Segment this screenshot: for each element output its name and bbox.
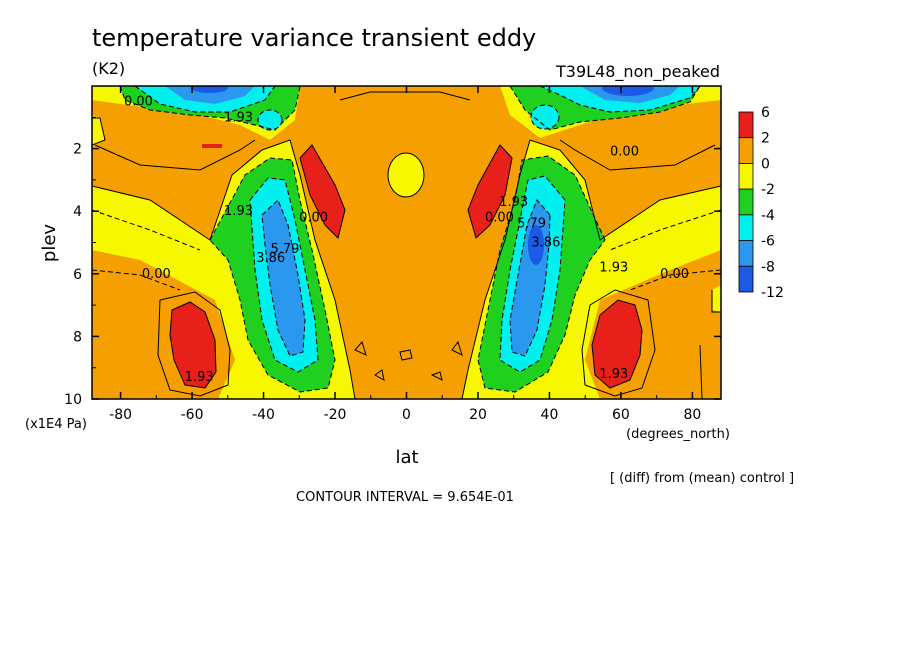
x-tick-label: 0 [402, 407, 411, 423]
x-axis-units: (degrees_north) [626, 427, 730, 442]
colorbar-swatch [738, 111, 754, 139]
red-nh-low [592, 300, 642, 388]
colorbar-swatch [738, 163, 754, 190]
contour-interval: CONTOUR INTERVAL = 9.654E-01 [296, 490, 514, 505]
y-tick-label: 2 [73, 142, 82, 158]
x-axis-label: lat [395, 447, 418, 468]
contour-labels: 0.001.931.930.001.933.865.790.00 0.001.93… [124, 95, 689, 385]
colorbar-label: -2 [761, 182, 775, 198]
chart-title: temperature variance transient eddy [92, 24, 536, 52]
y-tick-label: 6 [73, 267, 82, 283]
blue-jet-sh [262, 200, 305, 356]
contour-label: 1.93 [224, 110, 253, 125]
colorbar-swatch [738, 240, 754, 267]
contour-label: 5.79 [271, 242, 300, 257]
cyan-blob-nh [531, 105, 559, 129]
red-sh-small [202, 144, 222, 148]
y-tick-label: 8 [73, 329, 82, 345]
y-tick-label: 10 [64, 392, 82, 408]
darkblue-top-nh [602, 86, 654, 96]
colorbar-label: -4 [761, 208, 775, 224]
contour-label: 0.00 [299, 210, 328, 225]
contour-label: 3.86 [531, 236, 560, 251]
x-tick-label: -40 [252, 407, 275, 423]
contour-label: 1.93 [599, 367, 628, 382]
darkblue-top-sh [192, 86, 228, 93]
y-axis: 2 4 6 8 10 [64, 116, 721, 408]
contour-label: 1.93 [599, 261, 628, 276]
colorbar-label: 6 [761, 105, 770, 121]
yellow-left-edge [92, 115, 105, 145]
contour-label: 1.93 [185, 370, 214, 385]
x-tick-label: 60 [612, 407, 630, 423]
contour-label: 0.00 [660, 267, 689, 282]
colorbar-swatch [738, 214, 754, 241]
diff-note: [ (diff) from (mean) control ] [610, 471, 794, 486]
run-label: T39L48_non_peaked [555, 62, 720, 82]
yellow-right-edge [712, 285, 721, 312]
red-sh-low [170, 302, 216, 388]
contour-label: 0.00 [610, 145, 639, 160]
contour-label: 0.00 [142, 267, 171, 282]
colorbar-swatch [738, 188, 754, 216]
blue-top-sh [165, 86, 255, 104]
yellow-center-blob [388, 153, 424, 197]
colorbar-swatch [738, 137, 754, 164]
contour-label: 0.00 [485, 210, 514, 225]
cyan-blob-sh [258, 110, 282, 130]
red-sh-mid [300, 145, 345, 238]
plot-area [92, 86, 721, 399]
colorbar-label: 0 [761, 156, 770, 172]
y-axis-units: (x1E4 Pa) [25, 417, 87, 432]
x-tick-label: 40 [541, 407, 559, 423]
colorbar-label: -12 [761, 285, 784, 301]
colorbar-swatch [738, 265, 754, 293]
contour-label: 0.00 [124, 95, 153, 110]
colorbar-label: -8 [761, 259, 775, 275]
x-tick-label: 20 [469, 407, 487, 423]
darkblue-core-nh [528, 225, 544, 265]
contour-label: 1.93 [499, 195, 528, 210]
colorbar-label: -6 [761, 234, 775, 250]
contour-label: 5.79 [517, 217, 546, 232]
colorbar-label: 2 [761, 131, 770, 147]
x-axis: -80 -60 -40 -20 0 20 40 60 80 [109, 86, 701, 423]
contour-label: 3.86 [256, 251, 285, 266]
x-tick-label: 80 [683, 407, 701, 423]
x-tick-label: -60 [181, 407, 204, 423]
colorbar-legend: 6 2 0 -2 -4 -6 -8 -12 [738, 105, 784, 301]
units-label: (K2) [92, 59, 125, 78]
contour-label: 1.93 [224, 204, 253, 219]
red-nh-mid [468, 145, 512, 238]
y-axis-label: plev [39, 224, 60, 263]
y-tick-label: 4 [73, 204, 82, 220]
x-tick-label: -80 [109, 407, 132, 423]
x-tick-label: -20 [324, 407, 347, 423]
